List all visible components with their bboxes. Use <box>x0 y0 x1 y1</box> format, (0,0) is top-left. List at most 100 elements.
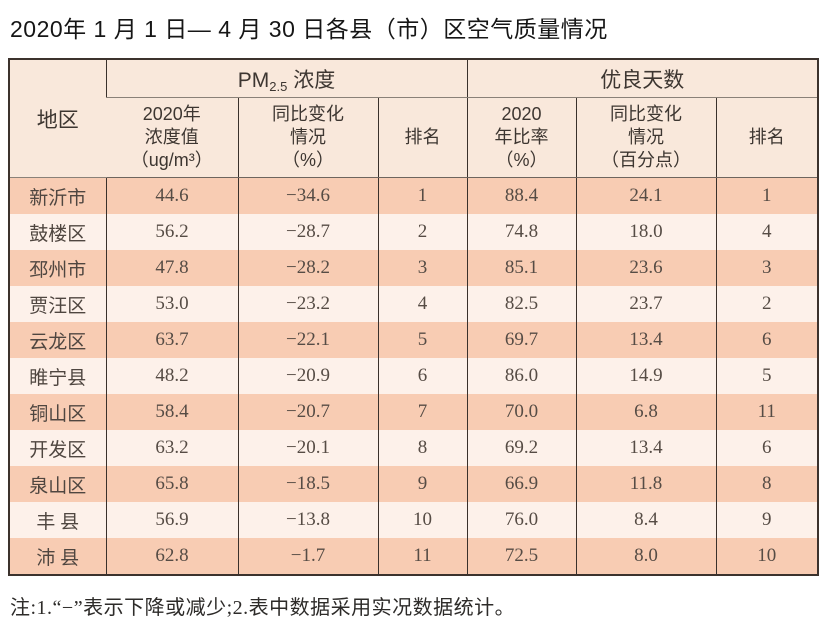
pm-change-cell: −28.7 <box>237 214 378 250</box>
pm-change-cell: −22.1 <box>237 322 378 358</box>
region-cell: 新沂市 <box>29 187 87 209</box>
col-header-good-change: 同比变化 情况 （百分点） <box>575 97 717 178</box>
table-row: 邳州市 47.8 −28.2 3 85.1 23.6 3 <box>9 250 819 286</box>
col-header-pm-value: 2020年 浓度值 （ug/m³） <box>106 97 238 178</box>
good-ratio-cell: 69.7 <box>466 322 577 358</box>
pm-value-cell: 56.2 <box>105 214 238 250</box>
good-rank-cell: 10 <box>715 538 819 575</box>
pm-rank-cell: 4 <box>377 286 468 322</box>
pm-label-subscript: 2.5 <box>269 78 288 94</box>
region-cell: 邳州市 <box>29 259 87 281</box>
good-change-cell: 11.8 <box>575 466 717 502</box>
table-row: 开发区 63.2 −20.1 8 69.2 13.4 6 <box>9 430 819 466</box>
pm-rank-cell: 9 <box>377 466 468 502</box>
page-title: 2020年 1 月 1 日— 4 月 30 日各县（市）区空气质量情况 <box>10 16 608 42</box>
pm-rank-cell: 1 <box>377 177 468 214</box>
table-row: 鼓楼区 56.2 −28.7 2 74.8 18.0 4 <box>9 214 819 250</box>
col-group-good-days: 优良天数 <box>466 59 819 98</box>
pm-rank-cell: 3 <box>377 250 468 286</box>
good-change-cell: 6.8 <box>575 394 717 430</box>
pm-rank-cell: 8 <box>377 430 468 466</box>
pm-change-cell: −20.7 <box>237 394 378 430</box>
pm-value-cell: 47.8 <box>105 250 238 286</box>
good-rank-cell: 5 <box>715 358 819 394</box>
table-body: 新沂市 44.6 −34.6 1 88.4 24.1 1 鼓楼区 56.2 −2… <box>9 177 819 575</box>
pm-value-cell: 53.0 <box>105 286 238 322</box>
region-cell: 泉山区 <box>29 475 87 497</box>
good-ratio-cell: 70.0 <box>466 394 577 430</box>
pm-rank-cell: 11 <box>377 538 468 575</box>
pm-value-cell: 65.8 <box>105 466 238 502</box>
col-header-pm-rank: 排名 <box>377 97 468 178</box>
table-row: 丰 县 56.9 −13.8 10 76.0 8.4 9 <box>9 502 819 538</box>
table-row: 云龙区 63.7 −22.1 5 69.7 13.4 6 <box>9 322 819 358</box>
good-rank-cell: 6 <box>715 430 819 466</box>
good-ratio-cell: 85.1 <box>466 250 577 286</box>
pm-rank-cell: 5 <box>377 322 468 358</box>
good-change-cell: 24.1 <box>575 177 717 214</box>
table-row: 新沂市 44.6 −34.6 1 88.4 24.1 1 <box>9 177 819 214</box>
table-row: 泉山区 65.8 −18.5 9 66.9 11.8 8 <box>9 466 819 502</box>
pm-label-prefix: PM <box>237 68 270 92</box>
good-change-cell: 13.4 <box>575 322 717 358</box>
pm-label-suffix: 浓度 <box>287 68 336 92</box>
region-cell: 云龙区 <box>29 331 87 353</box>
good-ratio-cell: 86.0 <box>466 358 577 394</box>
good-change-cell: 8.0 <box>575 538 717 575</box>
table-row: 铜山区 58.4 −20.7 7 70.0 6.8 11 <box>9 394 819 430</box>
col-header-good-ratio: 2020 年比率 （%） <box>466 97 577 178</box>
pm-value-cell: 63.7 <box>105 322 238 358</box>
pm-value-cell: 56.9 <box>105 502 238 538</box>
region-cell: 沛 县 <box>36 547 80 569</box>
pm-value-cell: 62.8 <box>105 538 238 575</box>
table-row: 沛 县 62.8 −1.7 11 72.5 8.0 10 <box>9 538 819 575</box>
pm-rank-cell: 7 <box>377 394 468 430</box>
col-header-good-rank: 排名 <box>715 97 819 178</box>
air-quality-table: 地区 PM2.5 浓度 优良天数 2020年 浓度值 （ug/m³） 同比变化 … <box>8 58 820 576</box>
pm-change-cell: −20.9 <box>237 358 378 394</box>
good-ratio-cell: 82.5 <box>466 286 577 322</box>
group-header-row: 地区 PM2.5 浓度 优良天数 <box>9 59 819 178</box>
pm-change-cell: −28.2 <box>237 250 378 286</box>
good-ratio-cell: 74.8 <box>466 214 577 250</box>
pm-change-cell: −20.1 <box>237 430 378 466</box>
good-ratio-cell: 76.0 <box>466 502 577 538</box>
sub-header-row: 2020年 浓度值 （ug/m³） 同比变化 情况 （%） 排名 2020 年比… <box>9 97 819 178</box>
good-rank-cell: 3 <box>715 250 819 286</box>
region-cell: 丰 县 <box>36 511 80 533</box>
good-change-cell: 8.4 <box>575 502 717 538</box>
col-header-pm-change: 同比变化 情况 （%） <box>237 97 378 178</box>
pm-value-cell: 58.4 <box>105 394 238 430</box>
good-change-cell: 14.9 <box>575 358 717 394</box>
pm-rank-cell: 6 <box>377 358 468 394</box>
good-rank-cell: 4 <box>715 214 819 250</box>
table-row: 贾汪区 53.0 −23.2 4 82.5 23.7 2 <box>9 286 819 322</box>
good-rank-cell: 1 <box>715 177 819 214</box>
good-ratio-cell: 69.2 <box>466 430 577 466</box>
good-change-cell: 18.0 <box>575 214 717 250</box>
region-cell: 开发区 <box>29 439 87 461</box>
region-cell: 铜山区 <box>29 403 87 425</box>
good-change-cell: 13.4 <box>575 430 717 466</box>
good-change-cell: 23.7 <box>575 286 717 322</box>
table-header: 地区 PM2.5 浓度 优良天数 2020年 浓度值 （ug/m³） 同比变化 … <box>9 59 819 178</box>
pm-value-cell: 63.2 <box>105 430 238 466</box>
good-rank-cell: 2 <box>715 286 819 322</box>
good-rank-cell: 8 <box>715 466 819 502</box>
good-rank-cell: 11 <box>715 394 819 430</box>
col-header-region: 地区 <box>9 59 106 178</box>
region-cell: 鼓楼区 <box>29 223 87 245</box>
good-rank-cell: 9 <box>715 502 819 538</box>
table-row: 睢宁县 48.2 −20.9 6 86.0 14.9 5 <box>9 358 819 394</box>
good-rank-cell: 6 <box>715 322 819 358</box>
region-cell: 睢宁县 <box>29 367 87 389</box>
footnote: 注:1.“−”表示下降或减少;2.表中数据采用实况数据统计。 <box>10 597 516 619</box>
pm-change-cell: −13.8 <box>237 502 378 538</box>
good-ratio-cell: 72.5 <box>466 538 577 575</box>
good-change-cell: 23.6 <box>575 250 717 286</box>
pm-change-cell: −34.6 <box>237 177 378 214</box>
pm-change-cell: −23.2 <box>237 286 378 322</box>
col-group-pm25: PM2.5 浓度 <box>105 59 468 98</box>
pm-rank-cell: 2 <box>377 214 468 250</box>
